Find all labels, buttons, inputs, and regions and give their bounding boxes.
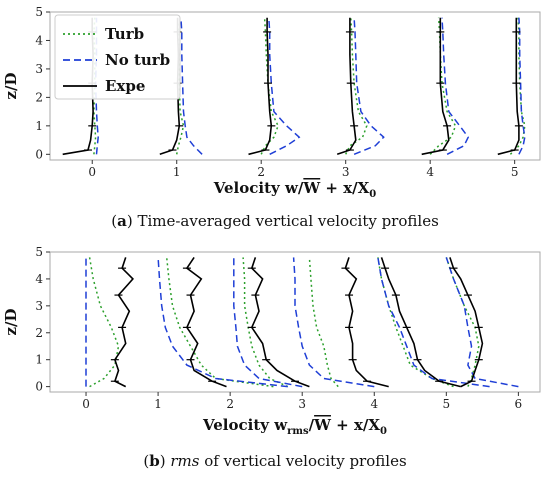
y-tick-label: 1 [35, 353, 43, 367]
series-turb-profile-4 [308, 257, 339, 388]
y-tick-label: 4 [35, 33, 43, 47]
series-expe-profile-3 [250, 257, 310, 388]
series-turb-profile-2 [165, 257, 274, 388]
legend-box [54, 14, 181, 100]
y-axis-label: z/D [2, 72, 20, 99]
series-expe-profile-1 [113, 257, 135, 388]
y-tick-label: 3 [35, 299, 43, 313]
y-tick-label: 0 [35, 380, 43, 394]
y-tick-label: 3 [35, 62, 43, 76]
legend-label: Turb [105, 25, 144, 43]
y-tick-label: 4 [35, 272, 43, 286]
plot-frame [49, 251, 541, 393]
legend-label: Expe [105, 77, 145, 95]
series-no-turb-profile-3 [233, 257, 303, 388]
series-no-turb-profile-2 [180, 17, 203, 155]
y-tick-label: 2 [35, 326, 43, 340]
series-expe-profile-4 [336, 17, 357, 156]
series-no-turb-profile-3 [268, 17, 301, 155]
x-axis-label: Velocity wrms/W + x/X0 [202, 416, 387, 437]
plot-frame [49, 11, 541, 161]
y-axis-label: z/D [2, 308, 20, 335]
series-no-turb-profile-5 [377, 257, 490, 388]
x-tick-label: 1 [173, 165, 181, 179]
series-no-turb-profile-2 [157, 257, 288, 388]
series-expe-profile-2 [185, 256, 227, 388]
x-tick-label: 3 [298, 397, 306, 411]
panel-a: 0 1 2 3 4 5 0 1 2 3 4 5 z/D Velocity w/W + x/X0 Turb No… [2, 5, 541, 200]
plot-area [85, 256, 519, 388]
series-no-turb-profile-6 [518, 17, 526, 155]
x-tick-label: 4 [370, 397, 378, 411]
series-turb-profile-4 [345, 17, 368, 155]
y-tick-label: 0 [35, 147, 43, 161]
x-tick-label: 2 [257, 165, 265, 179]
panel-b: 0 1 2 3 4 5 6 0 1 2 3 4 5 z/D Velocity wrms/W + x/X0 [2, 245, 541, 437]
series-turb-profile-3 [260, 17, 279, 155]
series-expe-profile-4 [344, 257, 389, 388]
x-tick-label: 3 [342, 165, 350, 179]
y-tick-label: 2 [35, 90, 43, 104]
x-tick-label: 5 [443, 397, 451, 411]
series-expe-profile-6 [449, 257, 484, 388]
x-tick-label: 6 [515, 397, 523, 411]
y-tick-label: 5 [35, 5, 43, 19]
x-tick-label: 4 [426, 165, 434, 179]
series-no-turb-profile-6 [445, 257, 519, 388]
y-tick-label: 1 [35, 119, 43, 133]
series-expe-profile-3 [248, 17, 273, 156]
x-tick-label: 0 [82, 397, 90, 411]
series-no-turb-profile-5 [441, 17, 470, 155]
series-no-turb-profile-4 [292, 257, 375, 388]
y-tick-label: 5 [35, 245, 43, 259]
series-turb-profile-5 [429, 17, 457, 155]
x-tick-label: 0 [88, 165, 96, 179]
x-tick-label: 2 [226, 397, 234, 411]
caption-a: (a) Time-averaged vertical velocity prof… [111, 212, 439, 230]
series-expe-profile-5 [421, 17, 450, 156]
series-no-turb-profile-4 [353, 17, 385, 155]
series-turb-profile-1 [93, 17, 97, 155]
caption-b: (b) rms of vertical velocity profiles [143, 452, 407, 470]
series-turb-profile-6 [509, 17, 526, 155]
x-tick-label: 5 [511, 165, 519, 179]
series-turb-profile-3 [242, 257, 289, 388]
series-turb-profile-6 [445, 257, 480, 387]
x-tick-label: 1 [154, 397, 162, 411]
x-axis-label: Velocity w/W + x/X0 [213, 179, 377, 200]
legend-label: No turb [105, 51, 170, 69]
series-expe-profile-6 [497, 17, 520, 156]
series-turb-profile-1 [88, 257, 120, 388]
series-expe-profile-5 [380, 257, 461, 388]
legend: Turb No turb Expe [54, 14, 181, 100]
